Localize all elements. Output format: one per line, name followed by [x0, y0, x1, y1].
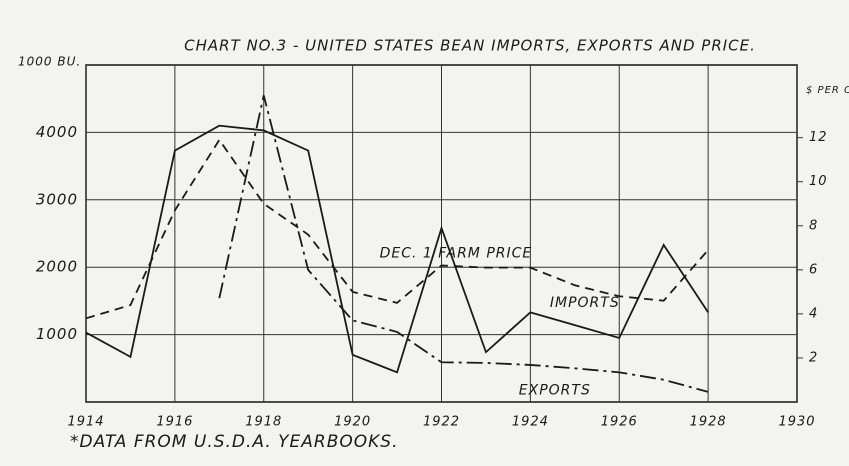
series-label: DEC. 1 FARM PRICE	[380, 246, 533, 262]
x-tick-label: 1928	[690, 415, 727, 430]
x-tick-label: 1914	[67, 415, 104, 430]
y2-tick-label: 4	[809, 306, 818, 321]
y-tick-label: 3000	[36, 190, 78, 208]
y2-tick-label: 8	[809, 218, 818, 233]
y2-tick-label: 6	[809, 262, 818, 277]
data-line	[85, 138, 709, 320]
x-tick-label: 1924	[512, 415, 549, 430]
x-tick-label: 1922	[423, 415, 460, 430]
x-tick-label: 1916	[156, 415, 193, 430]
y-tick-label: 1000	[36, 325, 78, 343]
y-tick-label: 4000	[36, 123, 78, 141]
x-tick-label: 1918	[245, 415, 282, 430]
x-tick-label: 1926	[601, 415, 638, 430]
data-line	[85, 124, 709, 374]
chart-title: CHART NO.3 - UNITED STATES BEAN IMPORTS,…	[184, 37, 756, 55]
y2-axis-label: $ PER CWT.	[806, 85, 849, 96]
data-line	[218, 95, 709, 393]
y-tick-label: 2000	[36, 258, 78, 276]
series-label: IMPORTS	[550, 295, 620, 311]
series-label: EXPORTS	[519, 382, 591, 398]
y2-tick-label: 2	[809, 350, 818, 365]
y2-tick-label: 12	[809, 130, 828, 145]
x-tick-label: 1920	[334, 415, 371, 430]
y2-tick-label: 10	[809, 174, 828, 189]
x-tick-label: 1930	[778, 415, 815, 430]
y-axis-label: 1000 BU.	[18, 55, 81, 69]
footnote: *DATA FROM U.S.D.A. YEARBOOKS.	[70, 432, 399, 452]
